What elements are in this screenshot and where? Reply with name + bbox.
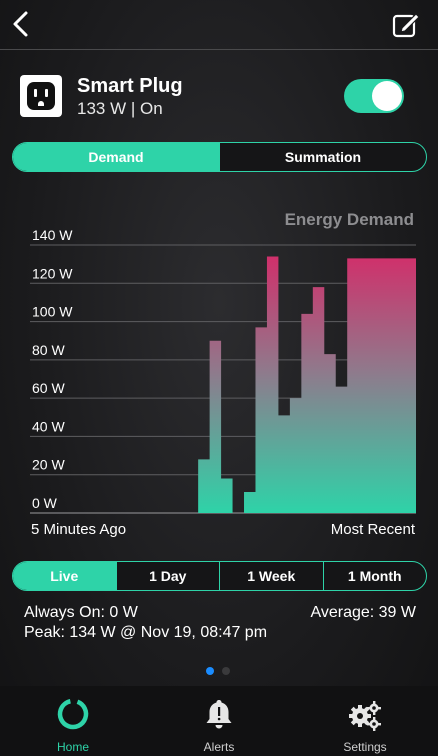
tab-1-day[interactable]: 1 Day xyxy=(115,562,220,590)
y-tick-label: 20 W xyxy=(32,457,65,473)
tab-live[interactable]: Live xyxy=(13,562,116,590)
range-segmented-control: Live 1 Day 1 Week 1 Month xyxy=(12,561,427,591)
device-status: 133 W | On xyxy=(77,99,163,118)
y-tick-label: 120 W xyxy=(32,265,73,281)
device-header: Smart Plug 133 W | On xyxy=(20,75,420,120)
y-tick-label: 0 W xyxy=(32,495,58,511)
nav-home[interactable]: Home xyxy=(0,686,146,756)
usage-stats: Always On: 0 W Average: 39 W Peak: 134 W… xyxy=(24,604,416,644)
nav-alerts-label: Alerts xyxy=(203,740,235,754)
average-stat: Average: 39 W xyxy=(310,604,416,621)
tab-demand[interactable]: Demand xyxy=(13,143,219,171)
y-tick-label: 60 W xyxy=(32,380,65,396)
page-dot-1[interactable] xyxy=(206,667,214,675)
device-name: Smart Plug xyxy=(77,75,183,97)
always-on-stat: Always On: 0 W xyxy=(24,604,138,621)
x-label-right: Most Recent xyxy=(331,521,416,538)
chart-title: Energy Demand xyxy=(285,210,414,229)
tab-summation[interactable]: Summation xyxy=(219,143,426,171)
home-ring-icon xyxy=(57,698,89,730)
nav-settings-label: Settings xyxy=(343,740,387,754)
page-dot-2[interactable] xyxy=(222,667,230,675)
demand-area xyxy=(30,256,416,513)
chart-canvas: 0 W 20 W 40 W 60 W 80 W 100 W 120 W 140 W Energ… xyxy=(30,210,416,538)
bottom-tab-bar: Home Alerts xyxy=(0,686,438,756)
y-tick-label: 40 W xyxy=(32,418,65,434)
view-segmented-control: Demand Summation xyxy=(12,142,427,172)
top-bar xyxy=(0,0,438,50)
nav-alerts[interactable]: Alerts xyxy=(146,686,292,756)
page-indicator[interactable] xyxy=(206,667,230,675)
back-chevron-icon[interactable] xyxy=(10,10,32,38)
peak-stat: Peak: 134 W @ Nov 19, 08:47 pm xyxy=(24,624,268,641)
tab-1-month[interactable]: 1 Month xyxy=(322,562,427,590)
y-tick-label: 100 W xyxy=(32,304,73,320)
y-tick-label: 80 W xyxy=(32,342,65,358)
nav-home-label: Home xyxy=(56,740,89,754)
power-toggle[interactable] xyxy=(344,79,404,113)
toggle-knob xyxy=(372,81,402,111)
smart-plug-icon xyxy=(20,75,62,117)
edit-icon[interactable] xyxy=(392,10,422,38)
y-tick-label: 140 W xyxy=(32,227,73,243)
nav-settings[interactable]: Settings xyxy=(292,686,438,756)
energy-demand-chart: 0 W 20 W 40 W 60 W 80 W 100 W 120 W 140 W Energ… xyxy=(0,200,438,545)
tab-1-week[interactable]: 1 Week xyxy=(219,562,323,590)
x-label-left: 5 Minutes Ago xyxy=(31,521,126,538)
bell-icon xyxy=(206,700,232,729)
gears-icon xyxy=(349,701,381,731)
